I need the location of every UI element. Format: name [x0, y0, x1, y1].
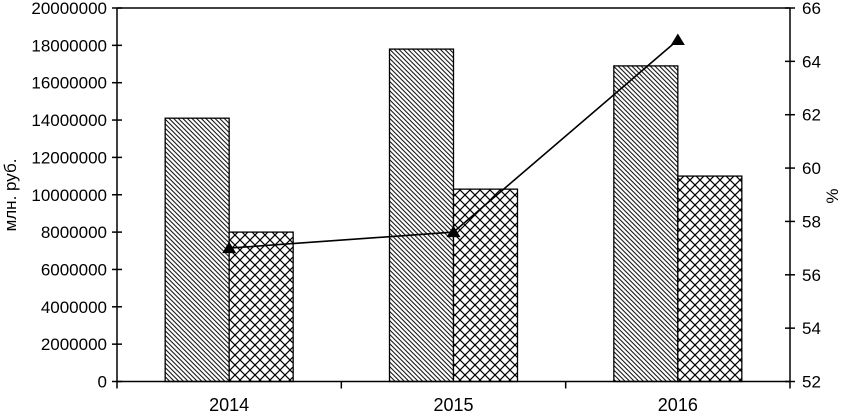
triangle-marker-2016 — [670, 33, 685, 46]
bars-group — [164, 48, 743, 383]
x-axis-category-label: 2016 — [658, 395, 698, 415]
left-axis-tick-label: 8000000 — [41, 223, 107, 242]
left-axis-tick-label: 12000000 — [31, 148, 107, 167]
x-axis-category-label: 2015 — [433, 395, 473, 415]
bar-crosshatch-2016 — [677, 175, 743, 383]
bar-crosshatch-2015 — [452, 188, 519, 383]
triangle-marker-2014 — [222, 241, 237, 254]
left-axis-tick-label: 16000000 — [31, 74, 107, 93]
right-axis-tick-label: 62 — [802, 106, 821, 125]
right-axis-tick-label: 56 — [802, 266, 821, 285]
left-axis-tick-label: 14000000 — [31, 111, 107, 130]
right-axis-tick-label: 58 — [802, 212, 821, 231]
left-axis-tick-label: 2000000 — [41, 335, 107, 354]
left-axis-tick-label: 18000000 — [31, 36, 107, 55]
bar-diagonal-hatch-2015 — [388, 48, 455, 383]
axis-labels-group: 2000000018000000160000001400000012000000… — [31, 0, 821, 415]
x-axis-category-label: 2014 — [209, 395, 249, 415]
bar-diagonal-hatch-2016 — [613, 65, 679, 383]
left-axis-tick-label: 6000000 — [41, 260, 107, 279]
line-group — [222, 33, 685, 254]
right-axis-tick-label: 54 — [802, 319, 821, 338]
right-axis-tick-label: 66 — [802, 0, 821, 18]
axes-group — [112, 7, 795, 389]
right-axis-tick-label: 64 — [802, 52, 821, 71]
left-axis-tick-label: 10000000 — [31, 186, 107, 205]
right-axis-tick-label: 52 — [802, 373, 821, 392]
bar-crosshatch-2014 — [228, 231, 294, 383]
left-axis-title: млн. руб. — [1, 159, 20, 232]
left-axis-tick-label: 4000000 — [41, 298, 107, 317]
right-axis-tick-label: 60 — [802, 159, 821, 178]
right-axis-title: % — [823, 188, 842, 203]
bar-diagonal-hatch-2014 — [164, 117, 230, 383]
left-axis-tick-label: 0 — [98, 373, 107, 392]
left-axis-tick-label: 20000000 — [31, 0, 107, 18]
triangle-marker-2015 — [446, 225, 461, 238]
